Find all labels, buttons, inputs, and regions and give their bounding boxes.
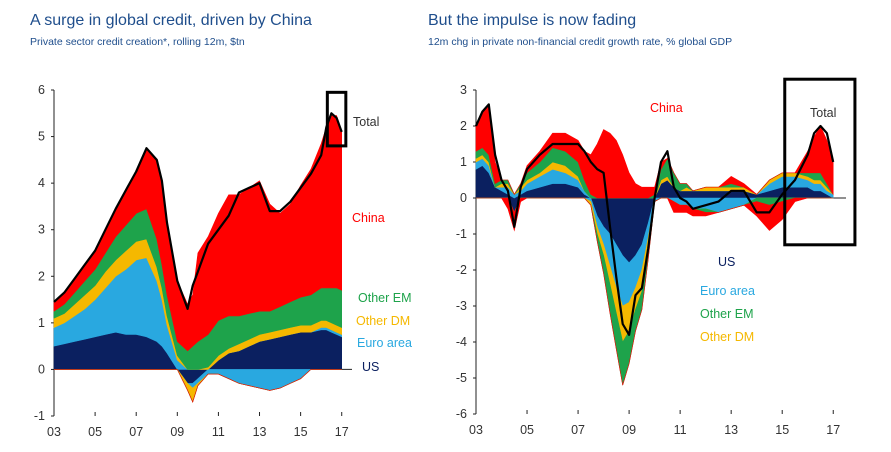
- y-tick-label: 2: [38, 269, 45, 283]
- series-label-other-em: Other EM: [358, 291, 412, 305]
- series-label-us: US: [362, 360, 379, 374]
- y-tick-label: 4: [38, 176, 45, 190]
- x-tick-label: 13: [724, 423, 738, 437]
- stacked-areas: [475, 103, 835, 386]
- x-tick-label: 03: [469, 423, 483, 437]
- y-tick-label: -3: [456, 299, 467, 313]
- chart-title: A surge in global credit, driven by Chin…: [30, 12, 312, 29]
- chart-panel-credit-creation: A surge in global credit, driven by Chin…: [0, 0, 440, 452]
- x-tick-label: 07: [571, 423, 585, 437]
- y-tick-label: 0: [38, 362, 45, 376]
- y-tick-label: -6: [456, 407, 467, 421]
- x-tick-label: 03: [47, 425, 61, 439]
- series-label-other-em: Other EM: [700, 307, 754, 321]
- chart-subtitle: Private sector credit creation*, rolling…: [30, 36, 245, 48]
- y-tick-label: 3: [38, 223, 45, 237]
- y-tick-label: -5: [456, 371, 467, 385]
- y-tick-label: 0: [460, 191, 467, 205]
- y-tick-label: 6: [38, 83, 45, 97]
- series-label-euro-area: Euro area: [700, 284, 755, 298]
- series-label-china: China: [352, 211, 385, 225]
- series-label-china: China: [650, 101, 683, 115]
- series-label-other-dm: Other DM: [700, 330, 754, 344]
- x-tick-label: 17: [335, 425, 349, 439]
- x-tick-label: 17: [826, 423, 840, 437]
- y-tick-label: 1: [38, 316, 45, 330]
- total-line: [474, 103, 835, 336]
- chart-credit-creation: -1 0 1 2 3 4 5 6 03 05 07 09 11 13 15 17 China Other EM Ot…: [34, 83, 412, 439]
- area-china-neg: [476, 197, 834, 386]
- chart-title: But the impulse is now fading: [428, 12, 637, 29]
- y-tick-label: 1: [460, 155, 467, 169]
- series-label-euro-area: Euro area: [357, 336, 412, 350]
- y-tick-label: 2: [460, 119, 467, 133]
- stacked-areas: [53, 115, 342, 403]
- y-tick-label: 5: [38, 130, 45, 144]
- x-tick-label: 07: [129, 425, 143, 439]
- x-tick-label: 15: [775, 423, 789, 437]
- y-tick-label: 3: [460, 83, 467, 97]
- x-tick-label: 11: [212, 425, 225, 439]
- chart-panel-credit-impulse: But the impulse is now fading 12m chg in…: [428, 0, 891, 452]
- highlight-box: [325, 90, 348, 148]
- chart-subtitle: 12m chg in private non-financial credit …: [428, 36, 733, 48]
- y-tick-label: -2: [456, 263, 467, 277]
- series-label-other-dm: Other DM: [356, 314, 410, 328]
- y-tick-label: -1: [34, 409, 45, 423]
- y-tick-label: -4: [456, 335, 467, 349]
- x-tick-label: 09: [170, 425, 184, 439]
- series-label-total: Total: [353, 115, 379, 129]
- chart-credit-impulse: -6 -5 -4 -3 -2 -1 0 1 2 3 03 05 07 09 11 13 15 17 China US E…: [456, 77, 857, 437]
- x-tick-label: 05: [88, 425, 102, 439]
- area-other-em-neg: [476, 197, 834, 386]
- x-tick-label: 05: [520, 423, 534, 437]
- total-line: [53, 112, 343, 310]
- y-tick-label: -1: [456, 227, 467, 241]
- x-tick-label: 13: [253, 425, 267, 439]
- area-china-neg: [54, 369, 342, 403]
- area-china-pos: [475, 103, 834, 199]
- series-label-total: Total: [810, 106, 836, 120]
- x-tick-label: 11: [674, 423, 687, 437]
- series-label-us: US: [718, 255, 735, 269]
- x-tick-label: 15: [294, 425, 308, 439]
- x-tick-label: 09: [622, 423, 636, 437]
- highlight-box: [783, 77, 857, 247]
